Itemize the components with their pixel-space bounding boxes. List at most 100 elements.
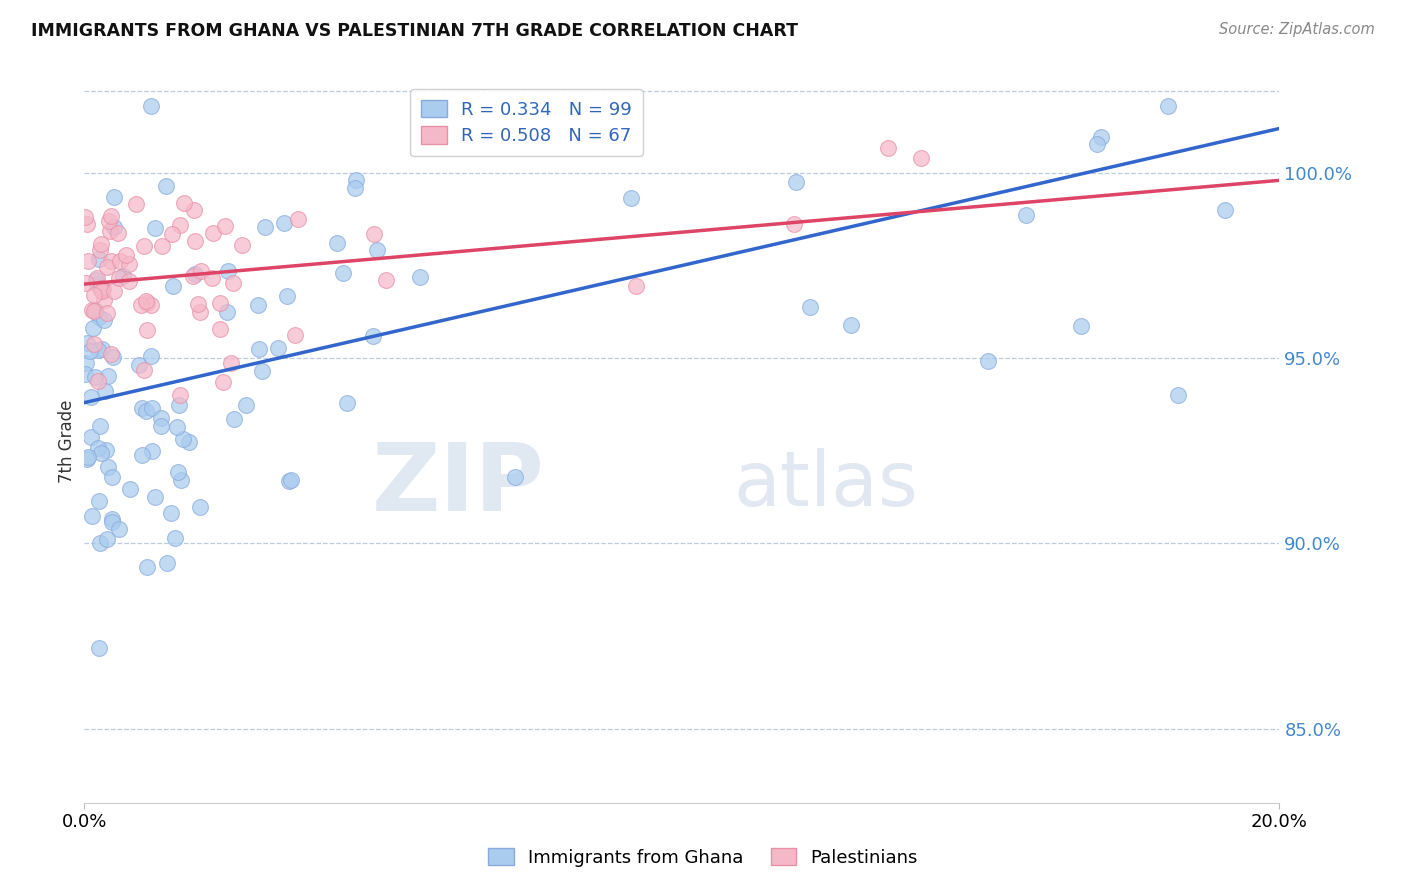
- Point: [280, 474, 302, 488]
- Point: [86, 277, 108, 292]
- Point: [83, 337, 105, 351]
- Point: [209, 322, 232, 336]
- Point: [150, 411, 173, 425]
- Point: [75, 210, 97, 224]
- Point: [276, 289, 298, 303]
- Point: [87, 441, 110, 455]
- Text: Source: ZipAtlas.com: Source: ZipAtlas.com: [1219, 22, 1375, 37]
- Point: [375, 273, 398, 287]
- Point: [139, 298, 162, 312]
- Point: [1015, 209, 1038, 223]
- Point: [209, 295, 232, 310]
- Point: [284, 328, 307, 343]
- Point: [214, 219, 236, 233]
- Point: [503, 469, 526, 483]
- Point: [1090, 130, 1112, 145]
- Point: [83, 303, 105, 318]
- Point: [181, 268, 204, 283]
- Point: [332, 267, 354, 281]
- Point: [162, 279, 184, 293]
- Point: [97, 369, 120, 384]
- Point: [187, 296, 209, 310]
- Point: [100, 347, 122, 361]
- Point: [254, 220, 277, 235]
- Point: [100, 470, 122, 484]
- Point: [98, 214, 121, 228]
- Point: [77, 450, 100, 464]
- Point: [179, 435, 201, 450]
- Point: [150, 239, 173, 253]
- Point: [120, 482, 142, 496]
- Point: [131, 401, 153, 415]
- Point: [103, 284, 125, 298]
- Point: [82, 321, 104, 335]
- Point: [273, 216, 295, 230]
- Point: [135, 403, 157, 417]
- Point: [80, 430, 103, 444]
- Point: [267, 341, 290, 355]
- Point: [107, 226, 129, 240]
- Text: atlas: atlas: [733, 448, 918, 522]
- Point: [287, 211, 309, 226]
- Point: [118, 274, 141, 288]
- Point: [76, 336, 98, 351]
- Point: [217, 305, 239, 319]
- Point: [336, 396, 359, 410]
- Point: [1213, 203, 1236, 218]
- Point: [188, 500, 211, 515]
- Point: [75, 276, 97, 290]
- Point: [141, 401, 163, 415]
- Point: [97, 459, 120, 474]
- Point: [128, 358, 150, 372]
- Point: [90, 445, 112, 459]
- Point: [93, 384, 115, 399]
- Point: [246, 298, 269, 312]
- Legend: Immigrants from Ghana, Palestinians: Immigrants from Ghana, Palestinians: [481, 841, 925, 874]
- Point: [231, 237, 253, 252]
- Point: [141, 99, 163, 113]
- Point: [86, 271, 108, 285]
- Point: [172, 432, 194, 446]
- Point: [160, 227, 183, 242]
- Point: [250, 364, 273, 378]
- Point: [90, 237, 112, 252]
- Point: [201, 270, 224, 285]
- Point: [89, 536, 111, 550]
- Point: [876, 141, 898, 155]
- Point: [202, 227, 225, 241]
- Point: [977, 354, 1000, 368]
- Point: [117, 257, 139, 271]
- Point: [145, 220, 167, 235]
- Point: [129, 298, 152, 312]
- Point: [156, 556, 179, 570]
- Point: [87, 494, 110, 508]
- Point: [219, 356, 242, 370]
- Point: [247, 342, 270, 356]
- Point: [115, 247, 138, 261]
- Point: [135, 323, 157, 337]
- Point: [96, 305, 118, 319]
- Point: [79, 343, 101, 358]
- Point: [1070, 318, 1092, 333]
- Point: [76, 254, 98, 268]
- Point: [155, 179, 177, 194]
- Point: [841, 318, 863, 332]
- Point: [98, 224, 121, 238]
- Point: [910, 151, 932, 165]
- Point: [132, 363, 155, 377]
- Point: [100, 254, 122, 268]
- Point: [80, 390, 103, 404]
- Point: [150, 419, 173, 434]
- Point: [344, 173, 367, 187]
- Point: [103, 219, 125, 234]
- Point: [1157, 99, 1180, 113]
- Point: [624, 278, 647, 293]
- Point: [93, 312, 115, 326]
- Point: [184, 267, 207, 281]
- Point: [160, 506, 183, 520]
- Point: [83, 288, 105, 302]
- Point: [361, 329, 384, 343]
- Point: [96, 533, 118, 547]
- Point: [84, 273, 107, 287]
- Point: [235, 398, 257, 412]
